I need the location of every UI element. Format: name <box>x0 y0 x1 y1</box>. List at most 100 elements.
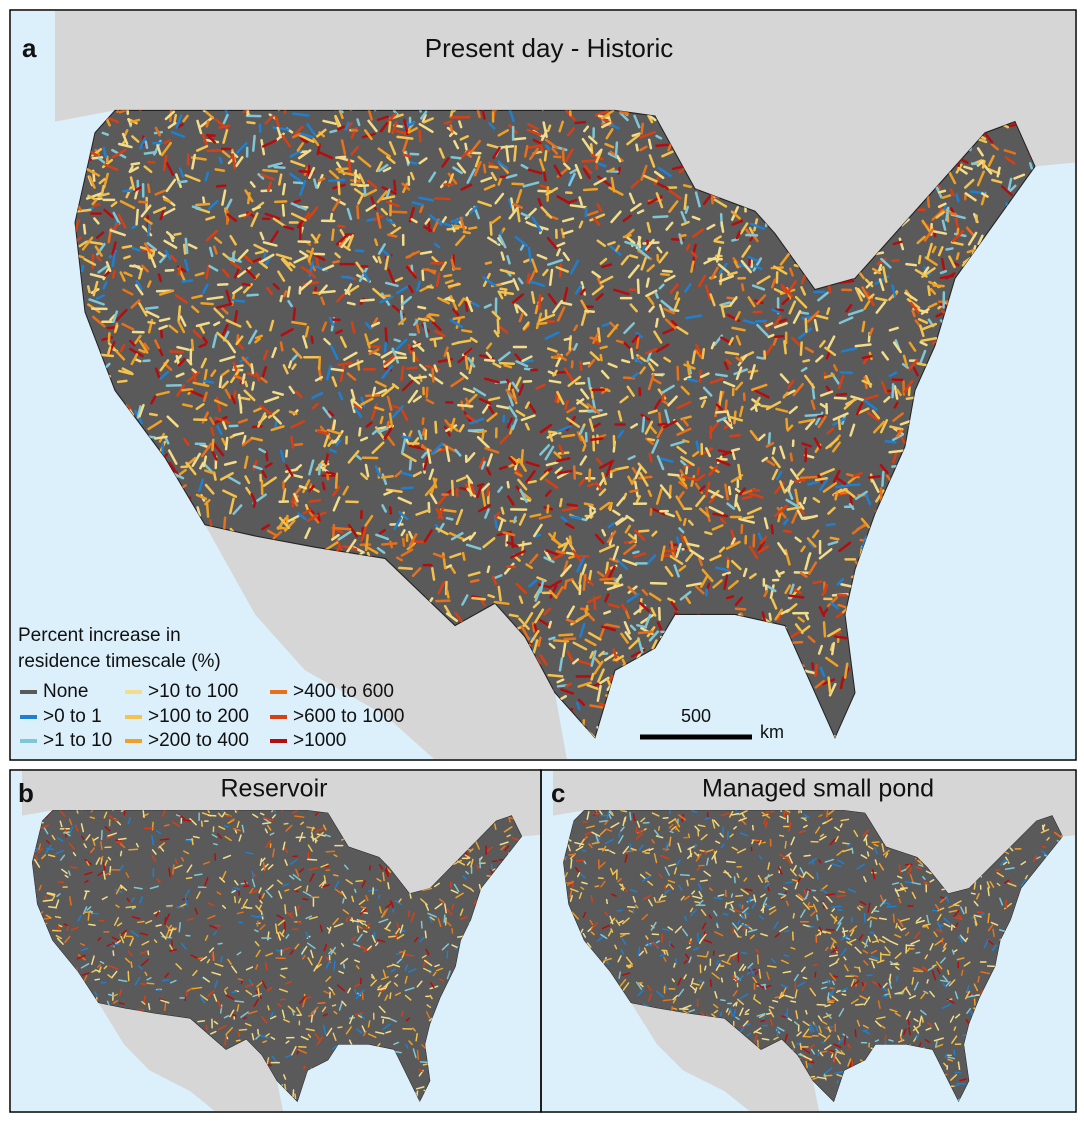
stream-texture <box>431 338 442 340</box>
stream-texture <box>284 291 286 296</box>
stream-texture <box>283 184 285 194</box>
stream-texture <box>310 500 320 501</box>
stream-texture <box>605 583 618 584</box>
stream-texture <box>507 535 508 545</box>
stream-texture <box>109 333 110 341</box>
stream-texture <box>639 632 652 633</box>
stream-texture <box>554 533 555 539</box>
stream-texture <box>801 313 808 314</box>
stream-texture <box>144 360 150 361</box>
stream-texture <box>584 363 589 364</box>
stream-texture <box>716 412 726 413</box>
stream-texture <box>801 342 802 354</box>
stream-texture <box>928 286 929 294</box>
stream-texture <box>827 524 835 525</box>
stream-texture <box>452 157 461 158</box>
stream-texture <box>600 579 614 580</box>
stream-texture <box>486 262 491 263</box>
stream-texture <box>333 261 338 262</box>
stream-texture <box>182 389 190 390</box>
stream-texture <box>459 121 461 127</box>
stream-texture <box>404 155 410 157</box>
stream-texture <box>382 476 393 477</box>
stream-texture <box>642 124 643 133</box>
stream-texture <box>116 326 118 331</box>
stream-texture <box>835 637 846 639</box>
stream-texture <box>359 428 360 435</box>
stream-texture <box>869 476 879 477</box>
stream-texture <box>82 266 83 271</box>
stream-texture <box>773 448 774 454</box>
stream-texture <box>462 330 471 331</box>
stream-texture <box>684 185 691 187</box>
stream-texture <box>291 437 293 447</box>
stream-texture <box>856 345 871 347</box>
stream-texture <box>288 287 290 296</box>
stream-texture <box>890 451 905 453</box>
stream-texture <box>381 417 383 423</box>
stream-texture <box>491 223 492 235</box>
stream-texture <box>755 405 756 410</box>
stream-texture <box>666 551 675 552</box>
stream-texture <box>186 239 187 253</box>
stream-texture <box>355 171 356 183</box>
stream-texture <box>402 367 404 380</box>
stream-texture <box>639 531 648 532</box>
stream-texture <box>489 595 494 597</box>
stream-texture <box>487 488 488 496</box>
stream-texture <box>230 300 244 302</box>
stream-texture <box>365 186 366 195</box>
stream-texture <box>928 195 929 207</box>
stream-texture <box>570 200 576 202</box>
stream-texture <box>685 195 686 209</box>
stream-texture <box>205 381 213 383</box>
stream-texture <box>447 518 452 519</box>
stream-texture <box>832 643 834 654</box>
stream-texture <box>547 506 548 513</box>
stream-texture <box>656 319 657 326</box>
stream-texture <box>601 355 602 360</box>
stream-texture <box>436 601 449 602</box>
stream-texture <box>76 210 91 212</box>
stream-texture <box>544 173 545 181</box>
stream-texture <box>183 281 192 282</box>
stream-texture <box>318 514 319 521</box>
stream-texture <box>651 583 666 584</box>
stream-texture <box>841 492 847 493</box>
stream-texture <box>357 119 359 124</box>
stream-texture <box>678 367 679 379</box>
stream-texture <box>179 267 180 275</box>
stream-texture <box>366 535 367 550</box>
stream-texture <box>469 227 476 228</box>
stream-texture <box>863 322 865 331</box>
stream-texture <box>659 424 666 425</box>
stream-texture <box>565 338 571 339</box>
stream-texture <box>968 250 974 252</box>
stream-texture <box>398 137 413 139</box>
stream-texture <box>419 319 428 321</box>
stream-texture <box>630 490 637 491</box>
stream-texture <box>332 369 343 371</box>
stream-texture <box>488 567 489 572</box>
stream-texture <box>545 151 546 160</box>
stream-texture <box>193 207 200 209</box>
stream-texture <box>466 357 467 369</box>
stream-texture <box>283 205 284 215</box>
stream-texture <box>514 517 515 522</box>
stream-texture <box>447 591 448 597</box>
stream-texture <box>939 191 945 192</box>
stream-texture <box>469 430 483 431</box>
stream-texture <box>342 277 351 278</box>
stream-texture <box>124 256 129 258</box>
stream-texture <box>514 138 525 139</box>
stream-texture <box>463 553 464 559</box>
stream-texture <box>146 307 157 308</box>
stream-texture <box>539 295 540 308</box>
stream-texture <box>256 252 263 254</box>
stream-texture <box>211 428 213 434</box>
stream-texture <box>715 241 723 242</box>
stream-texture <box>580 574 582 584</box>
stream-texture <box>241 405 242 412</box>
stream-texture <box>118 381 126 382</box>
